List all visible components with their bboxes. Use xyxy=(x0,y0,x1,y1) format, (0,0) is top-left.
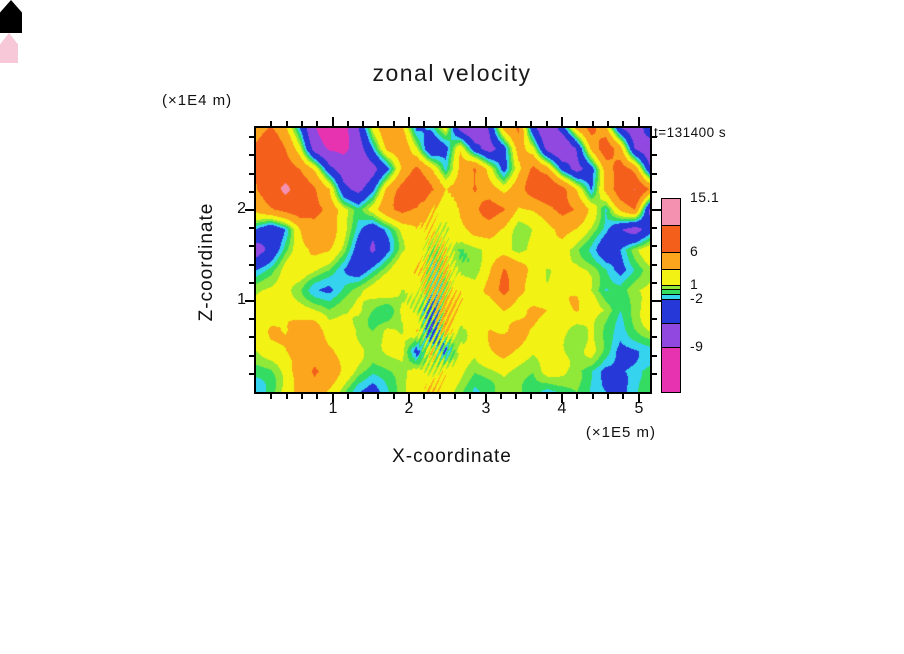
colorbar-tick-label: -9 xyxy=(690,338,704,354)
heatmap-canvas xyxy=(256,128,650,392)
plot-title: zonal velocity xyxy=(372,60,532,86)
colorbar-tick-label: -2 xyxy=(690,290,704,306)
x-axis-label: X-coordinate xyxy=(392,446,512,467)
colorbar-tick-label: 6 xyxy=(690,243,699,259)
x-axis-units-label: (×1E5 m) xyxy=(585,424,656,441)
colorbar-arrow xyxy=(0,33,18,63)
colorbar-arrow-outline xyxy=(0,0,22,33)
colorbar-band xyxy=(661,198,681,226)
colorbar-tick-label: 15.1 xyxy=(690,189,720,205)
z-axis-units-label: (×1E4 m) xyxy=(162,92,233,109)
colorbar-band xyxy=(661,323,681,348)
colorbar-band xyxy=(661,269,681,286)
time-annotation: t=131400 s xyxy=(654,125,727,140)
colorbar-band xyxy=(661,225,681,253)
colorbar-band xyxy=(661,347,681,393)
colorbar-tick-label: 1 xyxy=(690,276,699,292)
colorbar-band xyxy=(661,252,681,270)
colorbar-band xyxy=(661,299,681,324)
plot-frame xyxy=(254,126,652,394)
